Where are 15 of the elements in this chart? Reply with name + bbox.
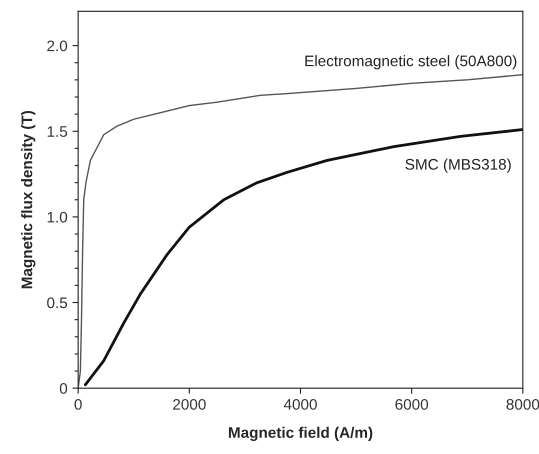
x-tick-label: 2000	[173, 398, 206, 410]
x-axis-title: Magnetic field (A/m)	[228, 426, 372, 442]
y-tick-label: 1.5	[48, 126, 68, 137]
x-tick-label: 6000	[395, 398, 428, 410]
x-tick-label: 4000	[284, 398, 317, 410]
series-label: SMC (MBS318)	[405, 158, 511, 173]
y-tick-label: 0	[60, 383, 68, 394]
y-axis-title: Magnetic flux density (T)	[21, 110, 36, 288]
y-tick-label: 0.5	[47, 297, 68, 308]
y-tick-label: 2.0	[47, 40, 68, 52]
line-series	[84, 128, 523, 386]
series-label: Electromagnetic steel (50A800)	[305, 55, 516, 70]
x-tick-label: 8000	[506, 398, 539, 410]
y-tick-label: 1.0	[48, 212, 68, 223]
x-tick-label: 0	[74, 398, 82, 410]
